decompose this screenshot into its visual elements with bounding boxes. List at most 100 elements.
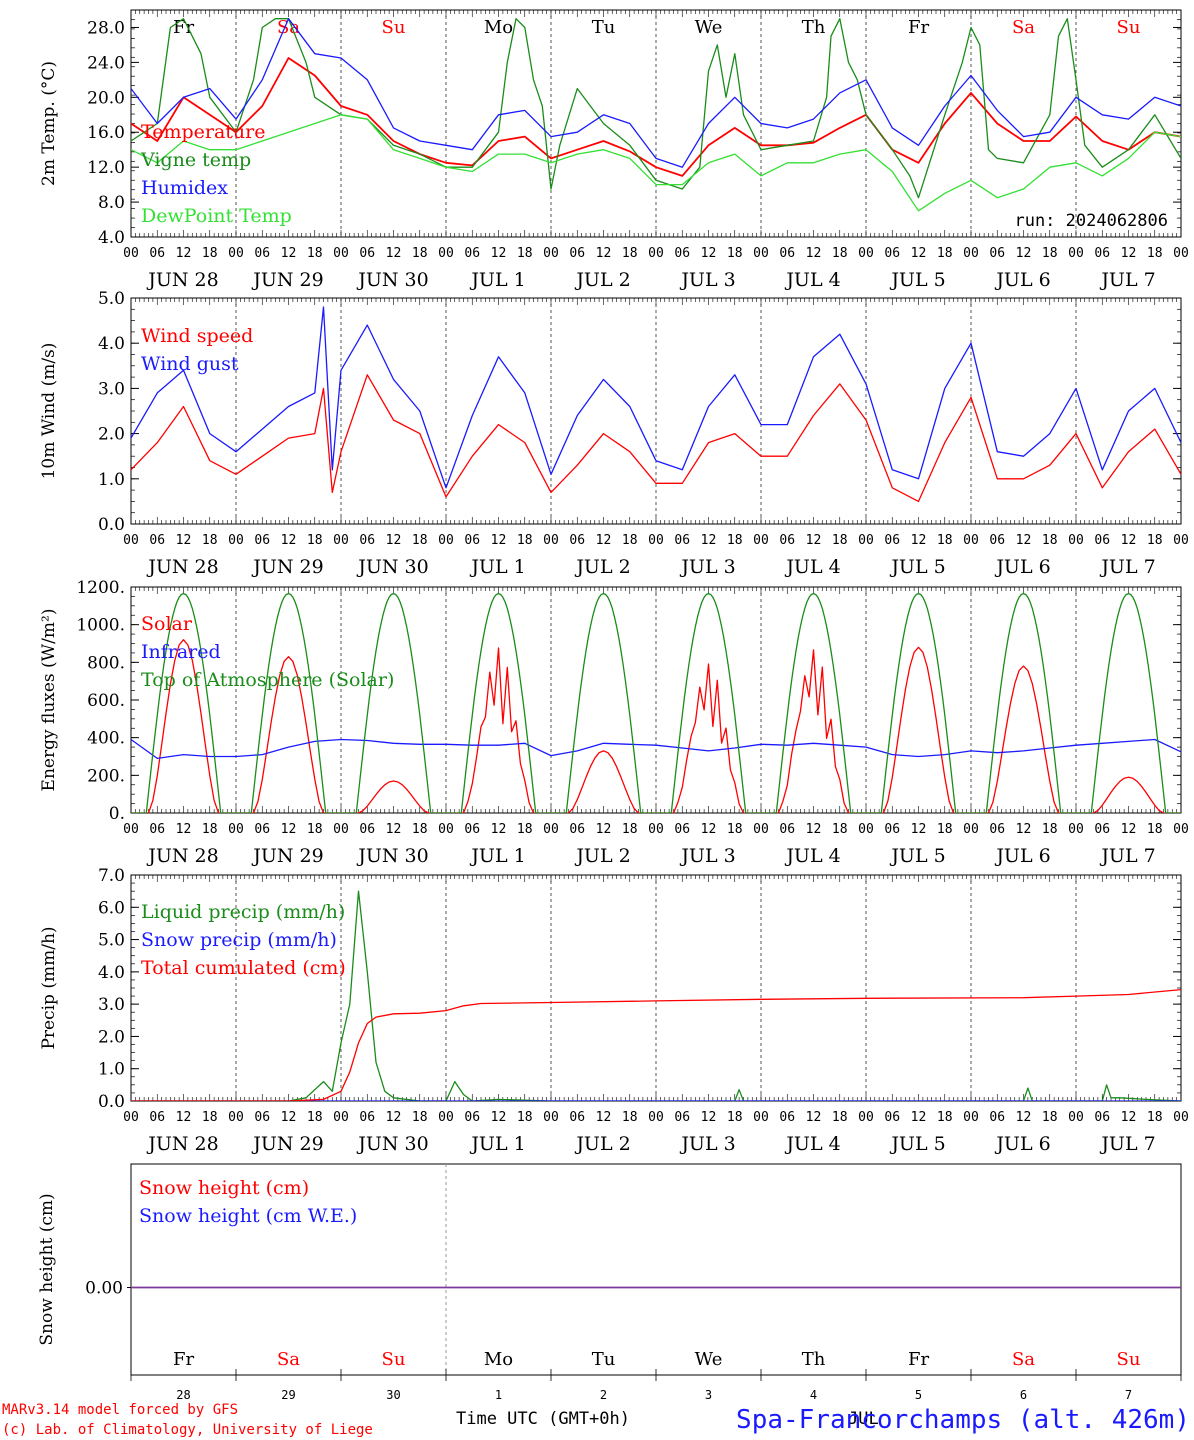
legend-entry: Snow height (cm W.E.) <box>139 1205 357 1227</box>
x-hour-label: 00 <box>1173 533 1189 548</box>
x-date-label: JUN 28 <box>146 556 218 578</box>
x-hour-label: 18 <box>412 246 428 261</box>
x-hour-label: 06 <box>779 246 795 261</box>
x-hour-label: 12 <box>281 533 297 548</box>
y-axis-label: Energy fluxes (W/m²) <box>39 609 59 792</box>
weekday-label: Th <box>802 17 826 38</box>
x-date-label: JUL 5 <box>889 1133 945 1155</box>
x-hour-label: 12 <box>911 1110 927 1125</box>
x-hour-label: 12 <box>281 246 297 261</box>
legend-entry: Liquid precip (mm/h) <box>141 901 345 923</box>
x-date-label: JUL 4 <box>784 845 840 867</box>
x-hour-label: 06 <box>254 1110 270 1125</box>
x-date-label: JUN 29 <box>251 269 323 291</box>
weekday-label: Th <box>802 1349 826 1370</box>
day-number-label: 7 <box>1125 1388 1132 1402</box>
y-tick-label: 400. <box>87 729 125 749</box>
x-hour-label: 12 <box>386 246 402 261</box>
legend-entry: Wind gust <box>141 353 239 375</box>
x-date-label: JUN 28 <box>146 269 218 291</box>
x-hour-label: 12 <box>1016 246 1032 261</box>
x-date-label: JUN 29 <box>251 845 323 867</box>
legend-entry: Top of Atmosphere (Solar) <box>141 669 394 691</box>
x-hour-label: 00 <box>228 533 244 548</box>
series-humidex <box>131 18 1181 168</box>
weekday-label: Tu <box>592 1349 616 1370</box>
series-infrared <box>131 738 1181 760</box>
weekday-label: Su <box>1117 17 1141 38</box>
x-hour-label: 12 <box>1121 822 1137 837</box>
x-hour-label: 00 <box>333 533 349 548</box>
weekday-label: Fr <box>908 17 929 38</box>
y-tick-label: 4.0 <box>98 228 125 248</box>
x-hour-label: 06 <box>674 1110 690 1125</box>
x-hour-label: 00 <box>123 533 139 548</box>
panel-2: 0.0 1.0 2.0 3.0 4.0 5.0 10m Wind (m/s) 00 06 12 18… <box>39 289 1189 578</box>
x-hour-label: 00 <box>648 533 664 548</box>
x-hour-label: 06 <box>149 533 165 548</box>
y-tick-label: 2.0 <box>98 425 125 445</box>
x-hour-label: 06 <box>254 822 270 837</box>
legend-entry: Snow precip (mm/h) <box>141 929 337 951</box>
x-hour-label: 18 <box>1147 822 1163 837</box>
weekday-label: Sa <box>1012 17 1035 38</box>
x-hour-label: 12 <box>911 822 927 837</box>
x-hour-label: 00 <box>753 1110 769 1125</box>
y-tick-label: 4.0 <box>98 963 125 983</box>
x-date-label: JUN 30 <box>356 269 428 291</box>
x-hour-label: 18 <box>412 1110 428 1125</box>
x-hour-label: 12 <box>491 822 507 837</box>
x-hour-label: 06 <box>149 1110 165 1125</box>
x-date-label: JUL 2 <box>574 845 630 867</box>
x-hour-label: 00 <box>858 246 874 261</box>
x-hour-label: 18 <box>937 246 953 261</box>
weekday-label: Mo <box>484 17 513 38</box>
x-hour-label: 12 <box>1121 246 1137 261</box>
x-hour-label: 06 <box>989 1110 1005 1125</box>
x-hour-label: 12 <box>806 533 822 548</box>
x-hour-label: 18 <box>517 822 533 837</box>
legend-entry: Infrared <box>141 641 221 663</box>
x-hour-label: 18 <box>307 533 323 548</box>
x-date-label: JUL 1 <box>469 556 525 578</box>
x-date-label: JUL 6 <box>994 845 1050 867</box>
legend-entry: Humidex <box>141 177 228 199</box>
meteogram-panels: 4.08.012.016.020.024.028.02m Temp. (°C)0… <box>37 9 1189 1402</box>
series-liquid-precip-mm-h- <box>131 890 1181 1101</box>
series-solar <box>131 639 1181 813</box>
series-wind-speed <box>131 374 1181 503</box>
x-hour-label: 00 <box>333 822 349 837</box>
y-tick-label: 2.0 <box>98 1027 125 1047</box>
series-vigne-temp <box>131 18 1181 199</box>
x-hour-label: 18 <box>832 533 848 548</box>
panel-3: 0. 200. 400. 600. 800. 1000. 1200. Energy fluxe… <box>39 578 1189 867</box>
x-hour-label: 00 <box>648 246 664 261</box>
x-hour-label: 12 <box>176 246 192 261</box>
x-hour-label: 18 <box>832 1110 848 1125</box>
x-hour-label: 06 <box>359 822 375 837</box>
series-wind-gust <box>131 306 1181 489</box>
x-hour-label: 18 <box>622 822 638 837</box>
x-hour-label: 00 <box>438 1110 454 1125</box>
weekday-label: Su <box>382 1349 406 1370</box>
x-hour-label: 18 <box>517 1110 533 1125</box>
day-number-label: 4 <box>810 1388 817 1402</box>
x-hour-label: 18 <box>937 822 953 837</box>
x-hour-label: 00 <box>753 246 769 261</box>
x-hour-label: 06 <box>464 822 480 837</box>
x-date-label: JUN 30 <box>356 1133 428 1155</box>
x-hour-label: 00 <box>1068 822 1084 837</box>
x-hour-label: 18 <box>202 246 218 261</box>
x-hour-label: 06 <box>359 246 375 261</box>
x-hour-label: 12 <box>176 1110 192 1125</box>
y-tick-label: 1.0 <box>98 1060 125 1080</box>
x-date-label: JUN 30 <box>356 845 428 867</box>
x-hour-label: 12 <box>491 1110 507 1125</box>
x-hour-label: 12 <box>806 246 822 261</box>
x-hour-label: 06 <box>1094 1110 1110 1125</box>
x-hour-label: 12 <box>911 533 927 548</box>
x-hour-label: 06 <box>149 246 165 261</box>
x-hour-label: 00 <box>543 246 559 261</box>
x-hour-label: 06 <box>884 533 900 548</box>
panel-4: 0.0 1.0 2.0 3.0 4.0 5.0 6.0 7.0 Precip (mm/h) 00 0… <box>39 866 1189 1155</box>
